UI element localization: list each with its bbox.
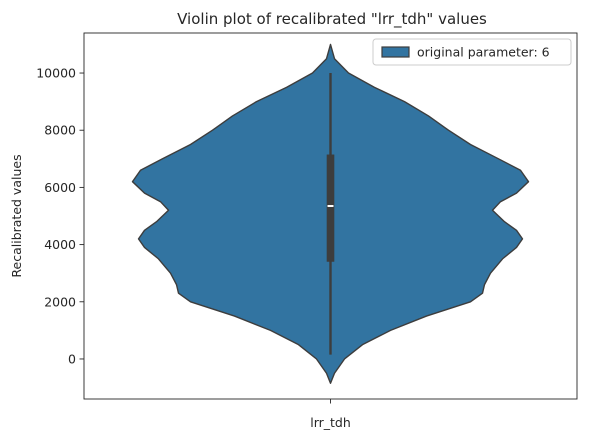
legend-swatch <box>381 46 410 58</box>
y-tick-label: 10000 <box>36 66 76 81</box>
y-tick-label: 6000 <box>44 180 76 195</box>
y-tick-label: 8000 <box>44 123 76 138</box>
legend: original parameter: 6 <box>372 38 572 66</box>
violin-iqr-box <box>326 154 335 262</box>
plot-area <box>131 43 530 384</box>
y-tick-label: 4000 <box>44 237 76 252</box>
y-tick-label: 0 <box>68 351 76 366</box>
y-tick-label: 2000 <box>44 294 76 309</box>
chart-title: Violin plot of recalibrated "lrr_tdh" va… <box>177 10 487 29</box>
x-tick-label: lrr_tdh <box>310 415 351 430</box>
y-axis: 0 2000 4000 6000 8000 10000 <box>36 66 84 366</box>
y-axis-label: Recalibrated values <box>9 154 24 277</box>
x-axis: lrr_tdh <box>310 399 351 430</box>
legend-entry-label: original parameter: 6 <box>417 45 550 60</box>
legend-frame <box>372 38 572 66</box>
